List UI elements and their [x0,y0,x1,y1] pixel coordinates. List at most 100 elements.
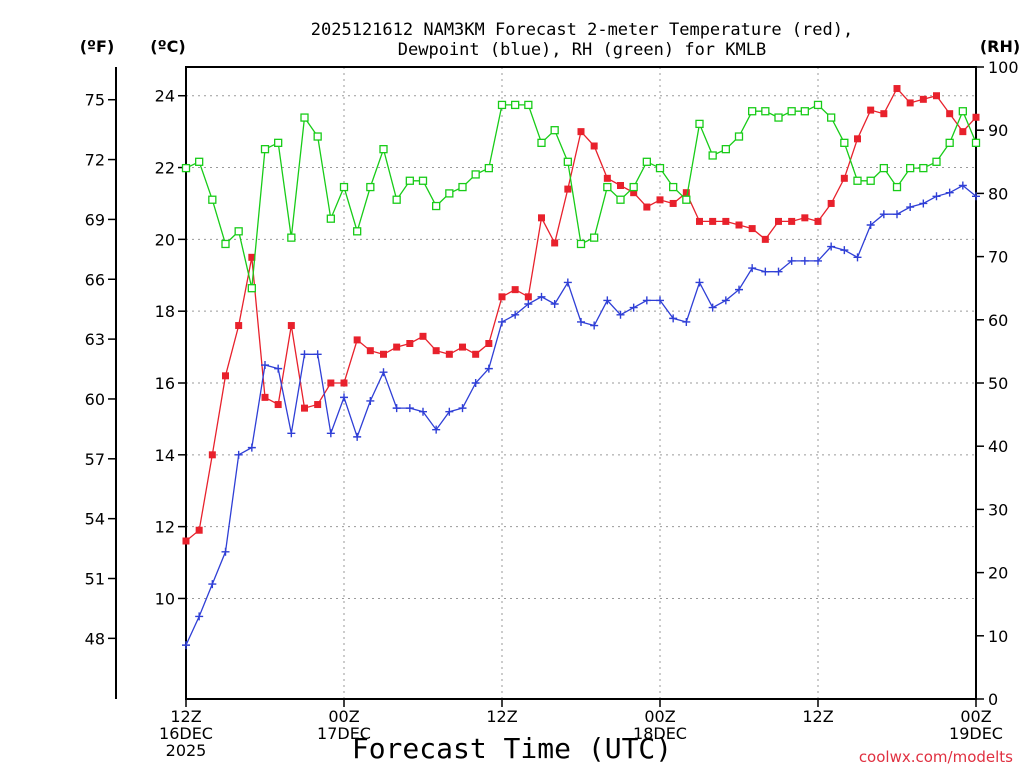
celsius-tick-label: 24 [155,87,175,106]
time-tick-label: 17DEC [317,724,371,743]
fahrenheit-tick-label: 48 [85,629,105,648]
temperature-point [788,217,796,225]
temperature-point [880,110,888,118]
dewpoint-point [234,450,243,459]
dewpoint-point [748,264,757,273]
celsius-tick-label: 18 [155,302,175,321]
temperature-point [393,343,401,351]
rh-tick-label: 100 [988,58,1019,77]
rh-point [774,113,783,122]
rh-point [274,138,283,147]
fahrenheit-tick-label: 54 [85,510,105,529]
fahrenheit-tick-label: 51 [85,570,105,589]
time-tick-label: 00Z [644,707,675,726]
rh-point [458,182,467,192]
rh-point [655,163,665,173]
dewpoint-point [195,612,204,621]
dewpoint-point [313,350,322,359]
temperature-point [287,322,295,330]
temperature-point [972,113,980,121]
temperature-point [959,128,967,136]
temperature-point [682,189,690,197]
temperature-point [906,99,914,107]
dewpoint-point [326,429,335,438]
time-tick-label: 00Z [328,707,359,726]
temperature-point [419,332,427,340]
fahrenheit-tick-label: 66 [85,270,105,289]
temperature-point [709,217,717,225]
time-tick-label: 12Z [170,707,201,726]
temperature-point [459,343,466,351]
rh-point [405,176,414,185]
dewpoint-point [695,278,704,287]
rh-point [629,182,638,192]
rh-point [260,145,270,154]
dewpoint-point [366,396,375,405]
rh-tick-label: 80 [988,184,1008,203]
rh-tick-label: 70 [988,248,1008,267]
temperature-point [248,253,256,261]
rh-point [642,157,651,166]
dewpoint-point [827,242,836,251]
rh-point [313,132,322,141]
fahrenheit-tick-label: 60 [85,390,105,409]
time-tick-label: 12Z [802,707,833,726]
temperature-point [840,174,848,182]
fahrenheit-unit-label: (ºF) [80,37,115,56]
rh-point [287,233,296,242]
rh-point [945,138,954,147]
dewpoint-point [353,432,362,441]
dewpoint-point [537,292,546,301]
dewpoint-point [182,641,190,650]
rh-point [339,182,349,192]
temperature-point [564,185,572,193]
temperature-point [775,217,782,225]
dewpoint-point [629,303,638,312]
dewpoint-point [405,404,414,413]
temperature-point [761,235,769,243]
dewpoint-point [432,425,441,434]
dewpoint-point [958,181,967,190]
rh-point [181,163,191,173]
rh-point [958,107,967,116]
time-tick-label: 19DEC [949,724,1003,743]
rh-point [537,138,546,147]
rh-point [906,163,915,173]
time-tick-label: 00Z [960,707,991,726]
dewpoint-point [853,253,862,262]
dewpoint-point [392,404,401,413]
dewpoint-point [945,188,954,197]
celsius-unit-label: (ºC) [150,37,185,56]
rh-point [734,132,744,141]
temperature-point [551,239,559,247]
rh-point [326,214,335,223]
rh-point [590,233,599,242]
rh-point [866,176,875,185]
temperature-point [274,401,282,409]
dewpoint-series [182,181,980,650]
dewpoint-point [616,310,625,319]
rh-point [932,157,941,166]
rh-point [669,182,678,192]
temperature-point [235,322,243,330]
temperature-point [498,293,506,301]
dewpoint-point [484,364,493,373]
temperature-point [696,217,703,225]
dewpoint-point [708,303,717,312]
dewpoint-point [840,246,849,255]
temperature-point [261,393,269,401]
temperature-point [511,286,519,294]
temperature-point [590,142,598,150]
temperature-point [867,106,875,114]
time-tick-label: 18DEC [633,724,687,743]
rh-point [392,195,401,204]
dewpoint-point [669,314,678,323]
fahrenheit-tick-label: 72 [85,151,105,170]
temperature-point [669,199,677,207]
celsius-tick-label: 12 [155,518,175,537]
rh-point [695,119,704,129]
temperature-point [340,379,348,387]
